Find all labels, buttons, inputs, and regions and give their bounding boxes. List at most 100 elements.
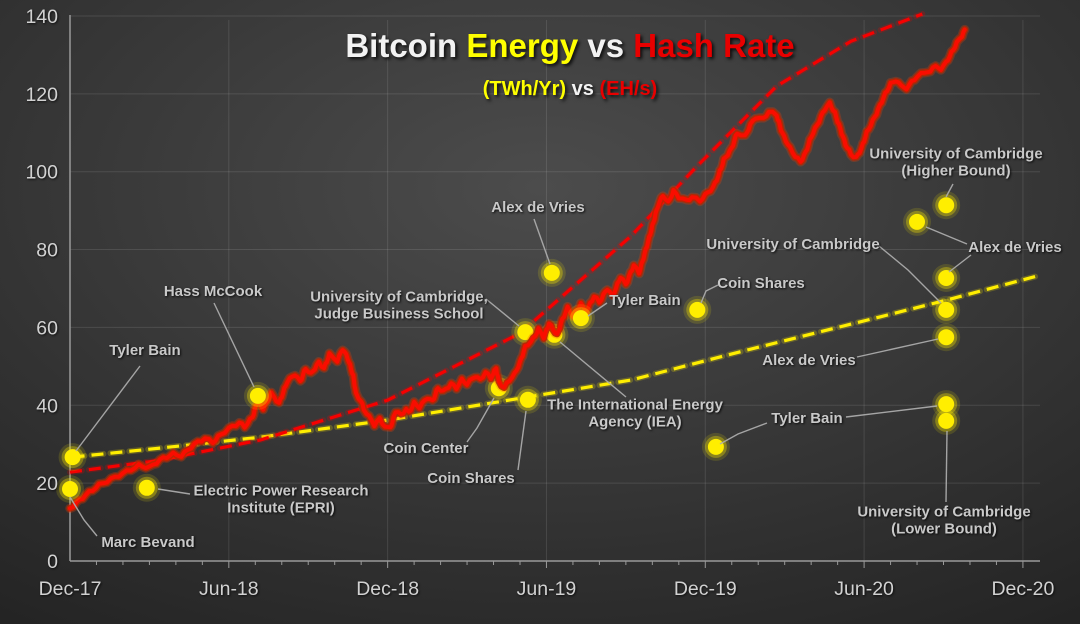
estimate-label-line: Tyler Bain — [109, 342, 180, 359]
estimate-label-line: Marc Bevand — [101, 534, 194, 551]
chart-title-segment: vs — [578, 27, 633, 64]
estimate-label: Alex de Vries — [968, 239, 1061, 256]
leader-line — [517, 410, 527, 471]
estimate-label: Coin Shares — [427, 470, 515, 487]
leader-line — [945, 430, 948, 503]
dot-core — [938, 197, 955, 214]
estimate-dot — [903, 207, 931, 236]
chart-subtitle: (TWh/Yr) vs (EH/s) — [483, 78, 657, 100]
estimate-label: Hass McCook — [164, 283, 263, 300]
dot-core — [138, 479, 155, 496]
dot-core — [62, 481, 78, 497]
estimate-label: Tyler Bain — [109, 342, 180, 359]
estimate-label-line: Coin Center — [383, 440, 468, 457]
chart-subtitle-segment: (EH/s) — [599, 78, 657, 100]
estimate-label-line: Coin Shares — [427, 470, 515, 487]
y-axis-labels: 0 20 40 60 80 100 120 140 — [25, 6, 58, 573]
dot-core — [689, 301, 706, 318]
estimate-label-line: University of Cambridge, — [310, 289, 488, 306]
x-axis-tick-label: Dec-17 — [39, 578, 102, 600]
estimate-label: University of Cambridge (Higher Bound) — [869, 146, 1042, 180]
chart-title-segment: Energy — [466, 27, 579, 64]
dot-core — [938, 396, 955, 413]
hashrate-line-core — [68, 27, 967, 511]
estimate-dot — [932, 390, 961, 419]
estimate-label: Alex de Vries — [491, 199, 584, 216]
estimate-label-line: (Higher Bound) — [901, 163, 1010, 180]
y-axis-tick-label: 60 — [36, 317, 58, 339]
dot-core — [572, 310, 589, 327]
hashrate-line — [65, 24, 970, 514]
estimate-dot — [513, 385, 542, 414]
x-axis-tick-label: Dec-19 — [674, 578, 737, 600]
leader-line — [878, 245, 942, 304]
estimate-label: University of Cambridge (Lower Bound) — [857, 504, 1030, 538]
estimate-label: Alex de Vries — [762, 352, 855, 369]
estimate-label-line: Agency (IEA) — [588, 414, 681, 431]
leader-line — [485, 298, 520, 327]
x-axis-ticks — [95, 561, 1024, 568]
estimate-label: Tyler Bain — [771, 410, 842, 427]
leader-line — [533, 218, 551, 265]
dot-core — [249, 387, 266, 404]
leader-line — [157, 488, 191, 495]
estimate-dot — [932, 191, 961, 220]
leader-lines — [69, 183, 972, 537]
y-axis-tick-label: 20 — [36, 473, 58, 495]
estimate-label-line: Alex de Vries — [968, 239, 1061, 256]
estimate-label: Marc Bevand — [101, 534, 194, 551]
leader-line — [845, 405, 938, 418]
leader-line — [856, 338, 939, 358]
y-axis-tick-label: 40 — [36, 395, 58, 417]
x-axis-tick-label: Jun-20 — [834, 578, 894, 600]
y-axis-tick-label: 0 — [47, 551, 58, 573]
y-axis-tick-label: 80 — [36, 240, 58, 262]
leader-line — [948, 254, 972, 273]
estimate-label-line: Institute (EPRI) — [227, 500, 335, 517]
chart-title-segment: Hash Rate — [633, 27, 794, 64]
leader-line — [75, 365, 141, 452]
dot-core — [707, 438, 724, 455]
estimate-dot — [932, 323, 961, 352]
estimate-dot — [701, 432, 730, 461]
y-axis-tick-label: 120 — [25, 84, 58, 106]
dot-core — [517, 324, 534, 341]
x-axis-tick-label: Jun-19 — [517, 578, 577, 600]
x-axis-tick-label: Jun-18 — [199, 578, 259, 600]
estimate-label-line: University of Cambridge — [706, 236, 879, 253]
estimate-label-line: Tyler Bain — [609, 292, 680, 309]
leader-line — [213, 302, 255, 388]
estimate-label-line: (Lower Bound) — [891, 521, 997, 538]
estimate-dot — [537, 258, 566, 287]
estimate-label-line: Coin Shares — [717, 275, 805, 292]
x-axis-tick-label: Dec-20 — [991, 578, 1054, 600]
estimate-label: University of Cambridge, Judge Business S… — [310, 289, 488, 323]
dot-core — [64, 449, 81, 466]
estimate-label: Electric Power Research Institute (EPRI) — [193, 483, 368, 517]
dot-core — [938, 329, 955, 346]
estimate-label: Tyler Bain — [609, 292, 680, 309]
estimate-label-line: Alex de Vries — [491, 199, 584, 216]
dot-core — [909, 213, 925, 230]
estimate-label-line: University of Cambridge — [857, 504, 1030, 521]
chart-subtitle-segment: vs — [566, 78, 599, 100]
dot-core — [938, 412, 955, 429]
estimate-label-line: The International Energy — [547, 397, 724, 414]
estimate-dot — [932, 264, 961, 292]
chart-title-segment: Bitcoin — [345, 27, 466, 64]
hashrate-trend-dashed-line-core — [69, 12, 923, 474]
estimate-dot — [566, 304, 595, 333]
axes — [69, 15, 1040, 562]
estimate-label-line: Electric Power Research — [193, 483, 368, 500]
leader-line — [719, 422, 768, 445]
estimate-dots — [56, 191, 961, 503]
x-axis-tick-label: Dec-18 — [356, 578, 419, 600]
estimate-labels: Tyler Bain Marc Bevand Electric Power Rese… — [101, 146, 1061, 552]
dot-core — [519, 391, 536, 408]
dot-core — [938, 301, 955, 318]
estimate-dot — [683, 295, 712, 324]
estimate-label-line: Alex de Vries — [762, 352, 855, 369]
estimate-label-line: Hass McCook — [164, 283, 263, 300]
